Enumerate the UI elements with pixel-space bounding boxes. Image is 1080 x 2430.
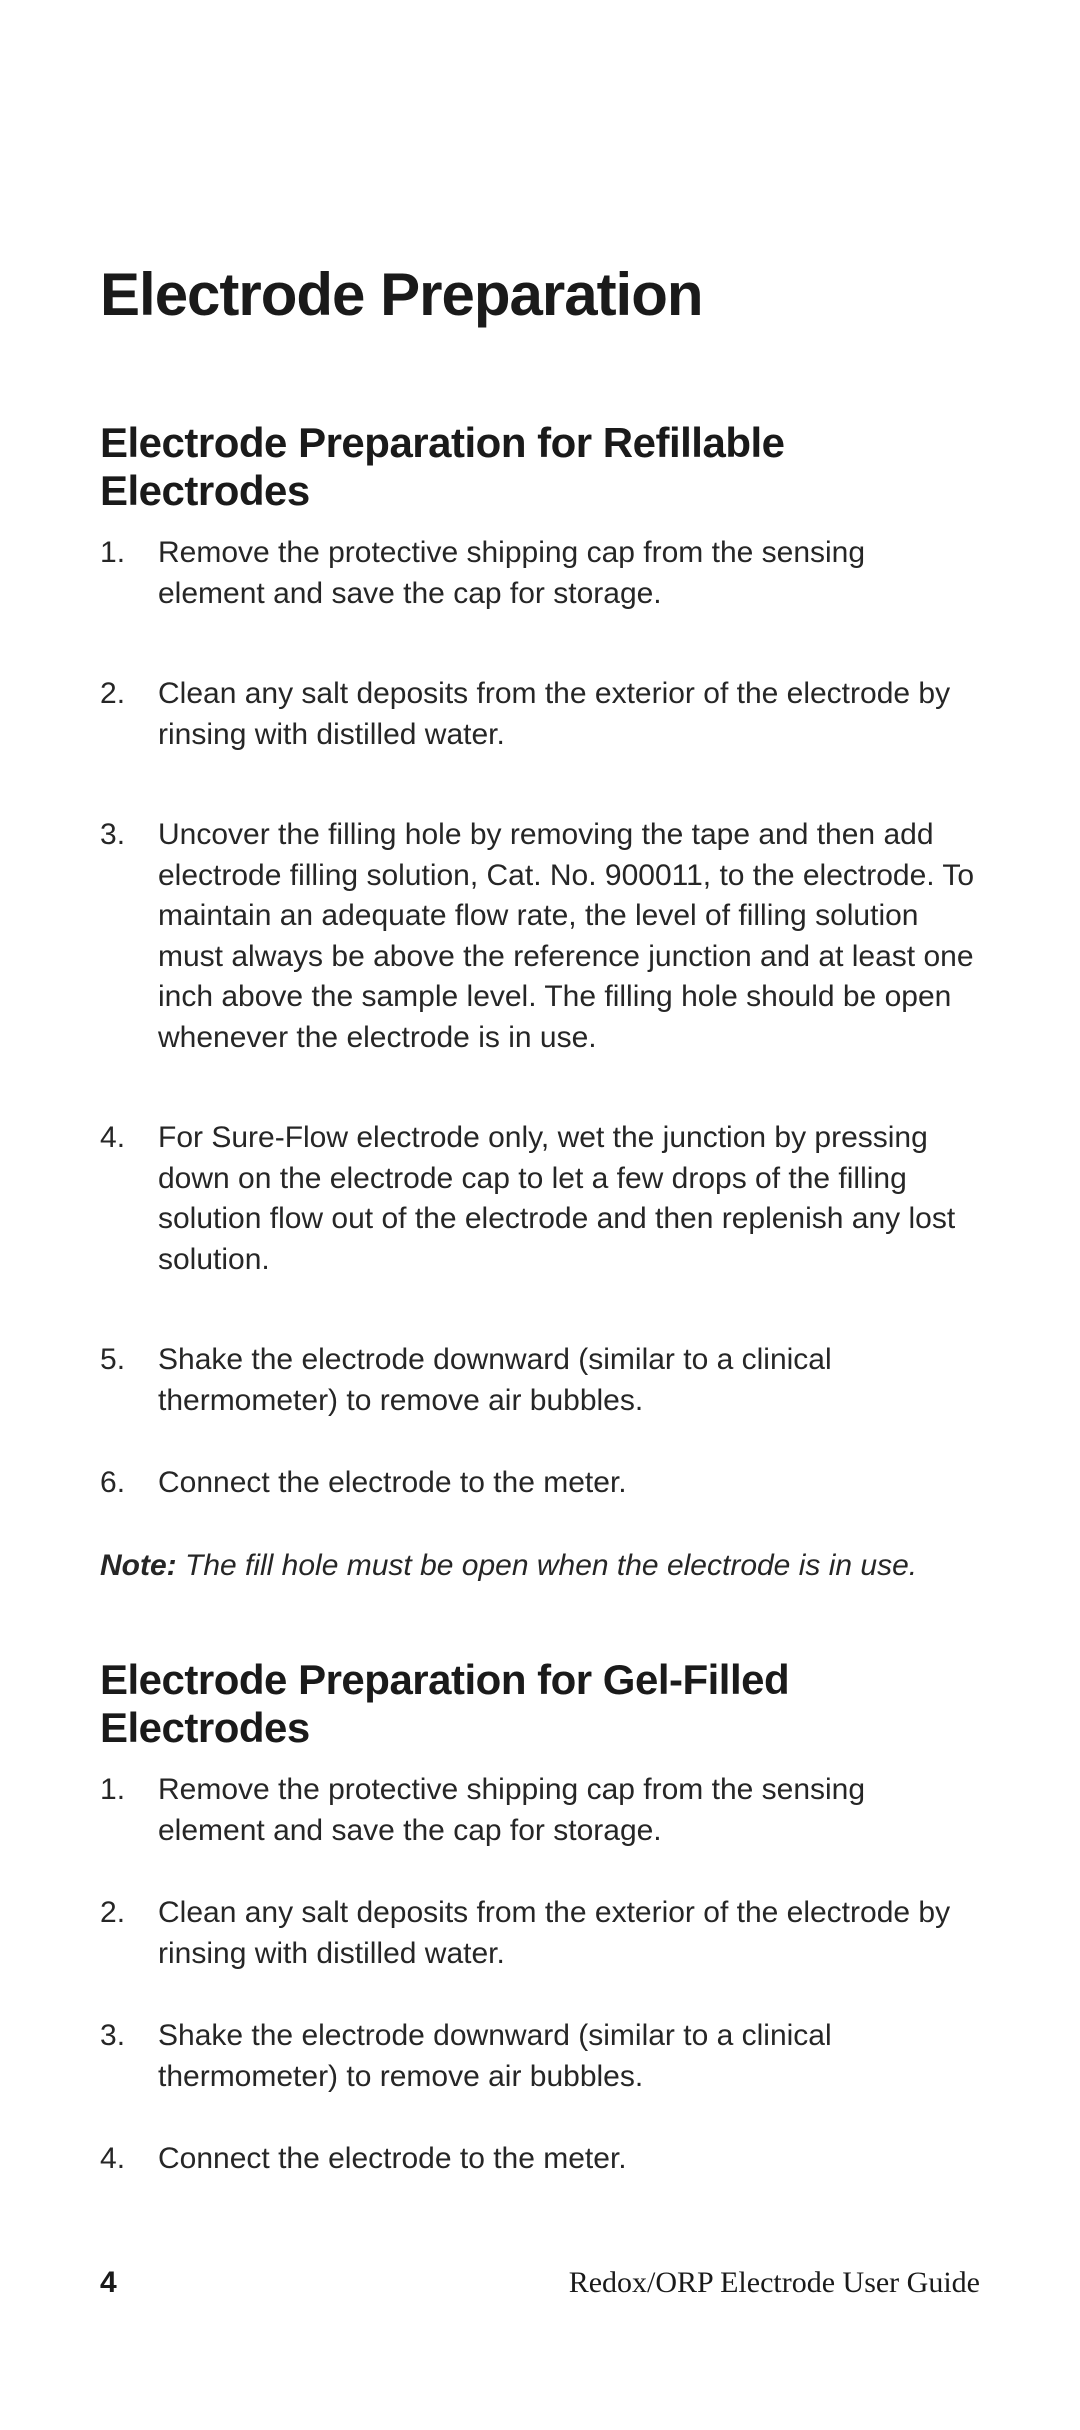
step-item: Connect the electrode to the meter.	[100, 1463, 980, 1504]
page-title: Electrode Preparation	[100, 260, 980, 329]
note-body: The fill hole must be open when the elec…	[177, 1549, 917, 1582]
section1-steps: Remove the protective shipping cap from …	[100, 533, 980, 1504]
section2-heading: Electrode Preparation for Gel-Filled Ele…	[100, 1656, 980, 1752]
doc-title: Redox/ORP Electrode User Guide	[569, 2266, 980, 2300]
step-item: Remove the protective shipping cap from …	[100, 533, 980, 614]
step-item: Remove the protective shipping cap from …	[100, 1770, 980, 1851]
step-item: Uncover the filling hole by removing the…	[100, 815, 980, 1058]
step-item: For Sure-Flow electrode only, wet the ju…	[100, 1118, 980, 1280]
step-item: Shake the electrode downward (similar to…	[100, 1340, 980, 1421]
step-item: Connect the electrode to the meter.	[100, 2139, 980, 2180]
step-item: Clean any salt deposits from the exterio…	[100, 674, 980, 755]
step-item: Shake the electrode downward (similar to…	[100, 2016, 980, 2097]
note-label: Note:	[100, 1549, 177, 1582]
section1-note: Note: The fill hole must be open when th…	[100, 1546, 980, 1587]
section1-heading: Electrode Preparation for Refillable Ele…	[100, 419, 980, 515]
page-number: 4	[100, 2266, 117, 2300]
step-item: Clean any salt deposits from the exterio…	[100, 1893, 980, 1974]
section2-steps: Remove the protective shipping cap from …	[100, 1770, 980, 2180]
page-footer: 4 Redox/ORP Electrode User Guide	[100, 2266, 980, 2300]
